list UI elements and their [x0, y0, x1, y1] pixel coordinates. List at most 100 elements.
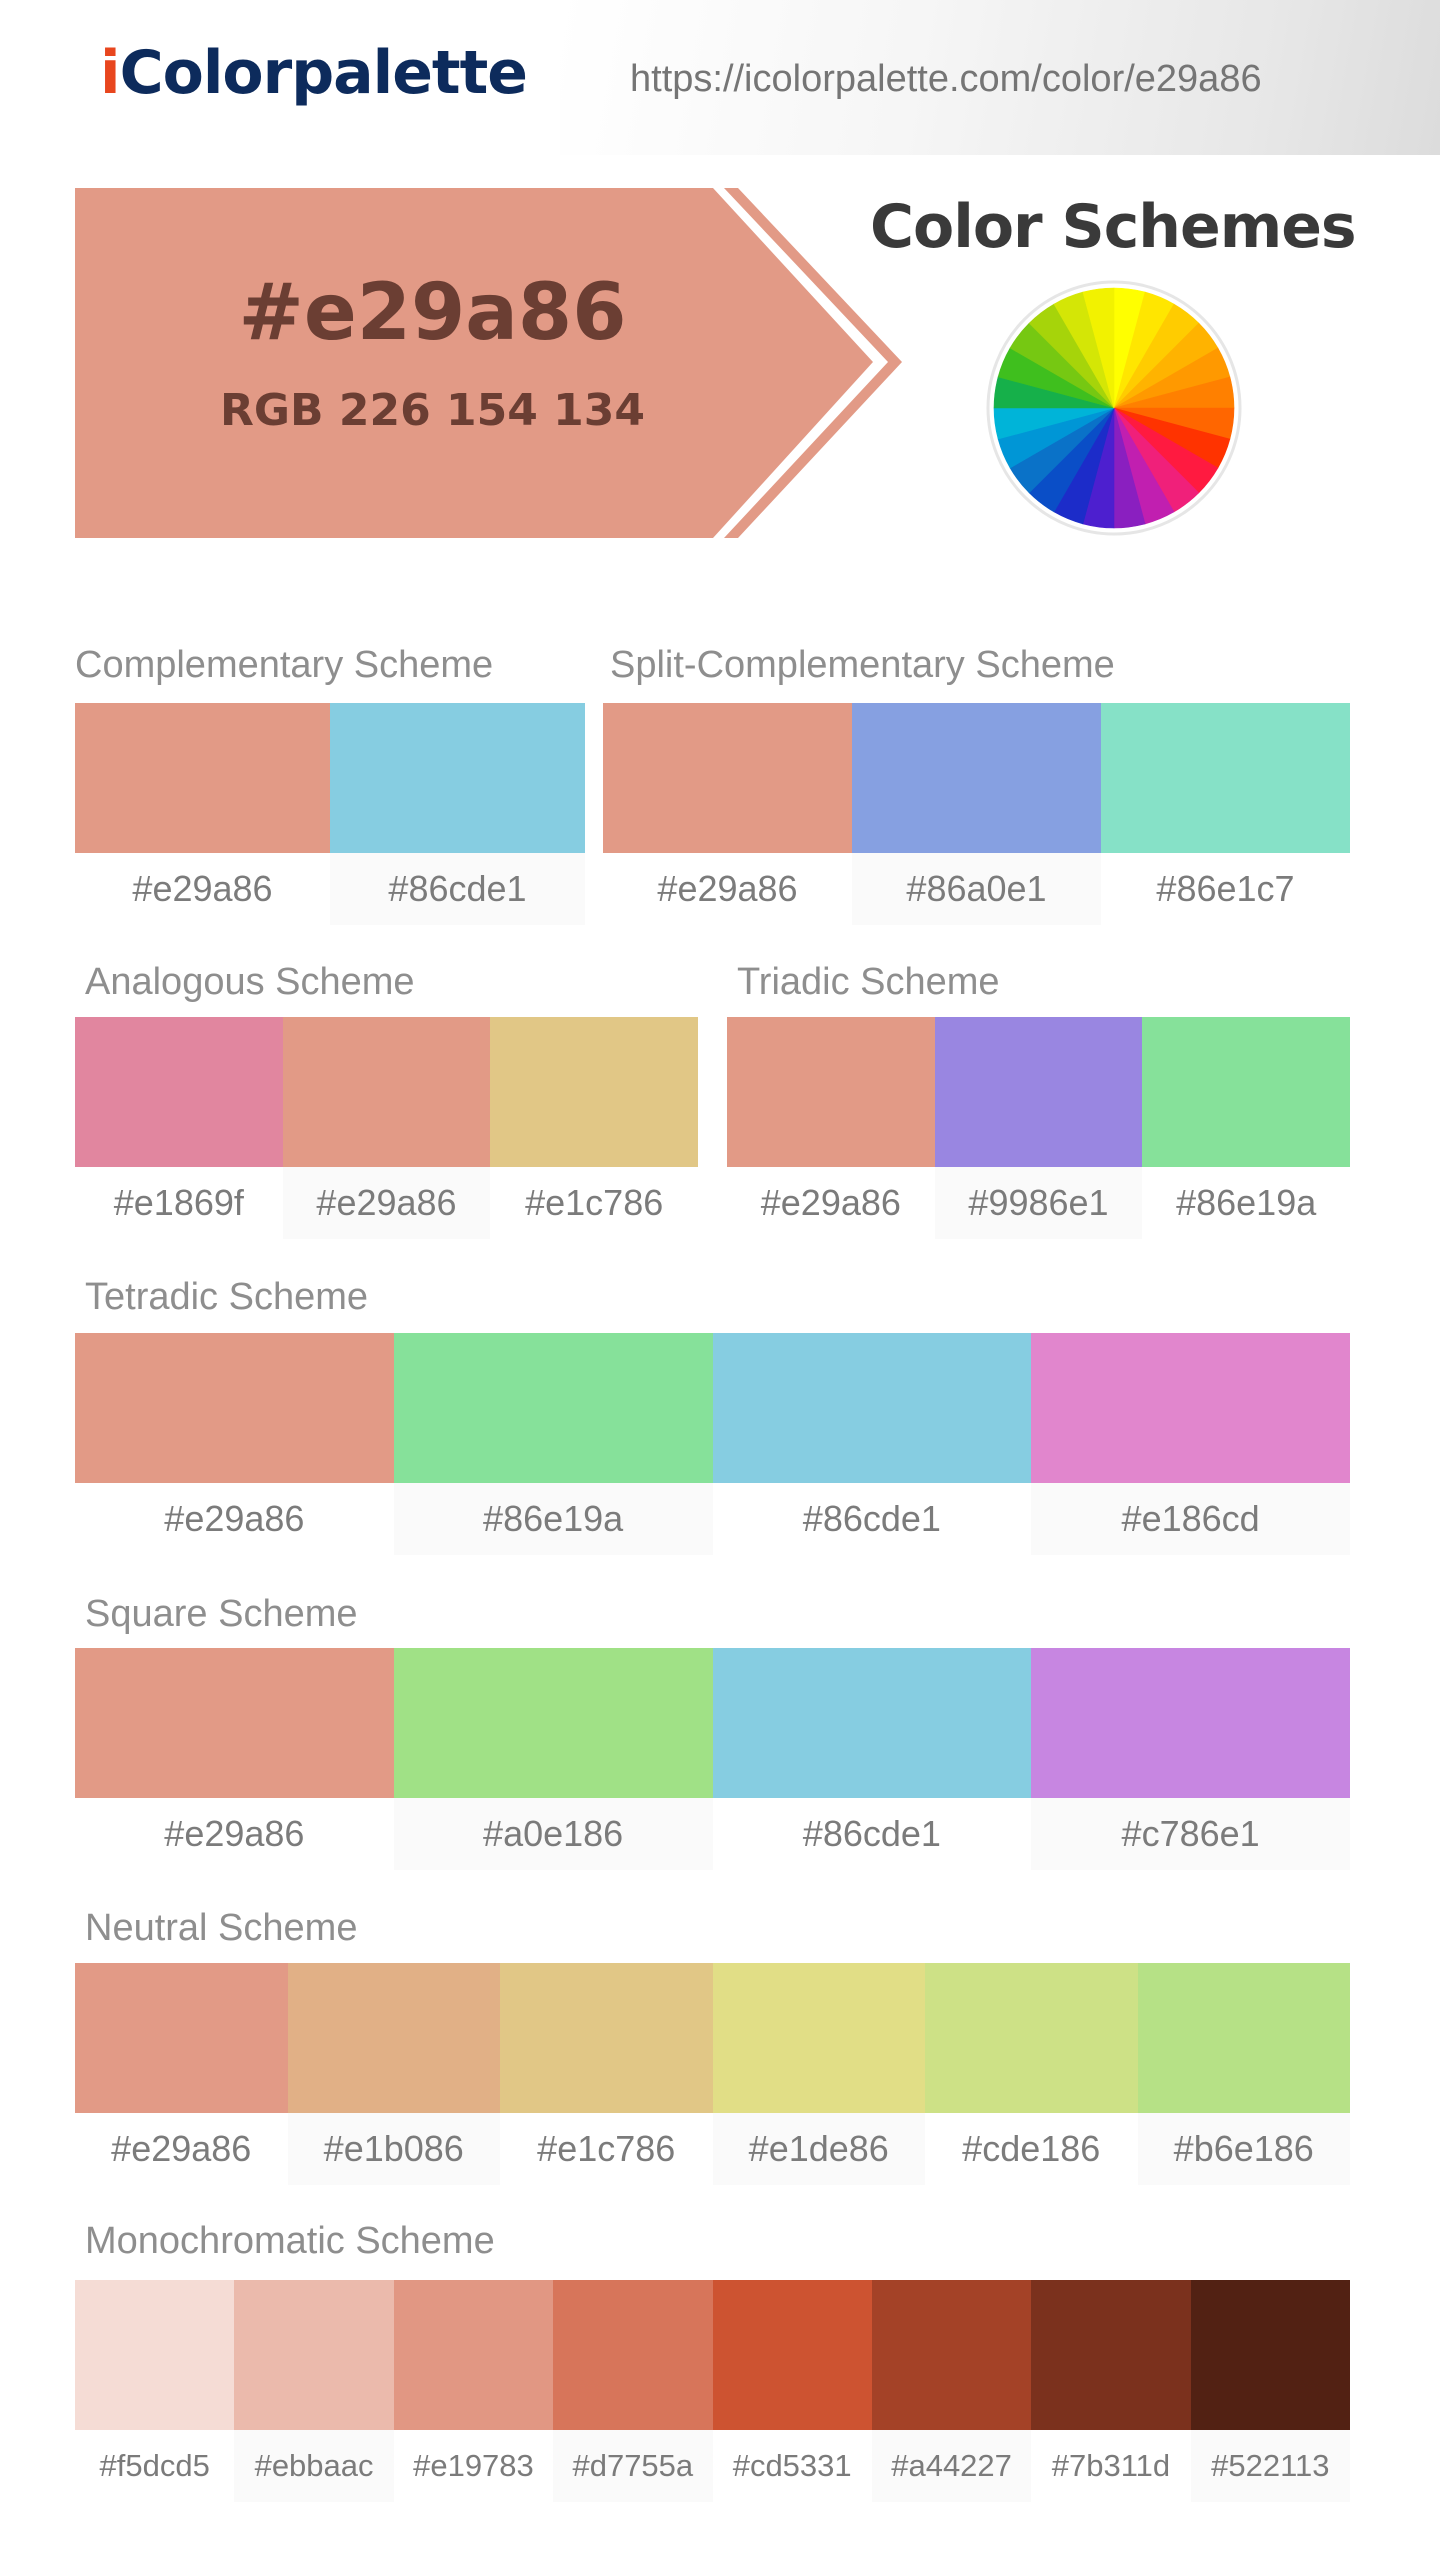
monochromatic-scheme-title: Monochromatic Scheme [85, 2220, 495, 2262]
color-hex-label: #e1de86 [712, 2113, 925, 2185]
color-swatch-cell[interactable]: #a0e186 [393, 1648, 713, 1870]
color-hex-label: #86e1c7 [1156, 868, 1295, 909]
color-swatch-cell[interactable]: #86e19a [393, 1333, 713, 1555]
color-swatch[interactable] [553, 2280, 713, 2430]
analogous-scheme: #e1869f #e29a86 #e1c786 [75, 1017, 699, 1239]
color-swatch[interactable] [603, 703, 852, 853]
color-swatch-cell[interactable]: #e29a86 [75, 1648, 394, 1870]
site-logo[interactable]: iColorpalette [100, 38, 528, 108]
color-swatch[interactable] [287, 1963, 500, 2113]
color-swatch[interactable] [75, 1333, 394, 1483]
color-swatch[interactable] [393, 2280, 554, 2430]
split-complementary-scheme: #e29a86 #86a0e1 #86e1c7 [603, 703, 1350, 925]
color-swatch-cell[interactable]: #e29a86 [727, 1017, 935, 1239]
color-swatch[interactable] [234, 2280, 394, 2430]
color-swatch-cell[interactable]: #86e1c7 [1101, 703, 1350, 925]
color-swatch-cell[interactable]: #522113 [1190, 2280, 1350, 2502]
color-hex-label: #86e19a [1176, 1182, 1317, 1223]
color-swatch-cell[interactable]: #86cde1 [712, 1648, 1032, 1870]
color-swatch[interactable] [1190, 2280, 1350, 2430]
color-wheel-icon [986, 280, 1242, 536]
color-hex-label: #b6e186 [1137, 2113, 1350, 2185]
color-hex-label: #522113 [1190, 2430, 1350, 2502]
color-swatch[interactable] [75, 1017, 283, 1167]
color-swatch[interactable] [1031, 1333, 1350, 1483]
color-swatch[interactable] [282, 1017, 491, 1167]
color-swatch[interactable] [712, 1963, 925, 2113]
color-swatch-cell[interactable]: #ebbaac [234, 2280, 394, 2502]
color-swatch-cell[interactable]: #e29a86 [75, 703, 330, 925]
color-swatch-cell[interactable]: #e1869f [75, 1017, 283, 1239]
color-swatch-cell[interactable]: #e29a86 [603, 703, 852, 925]
color-schemes-title: Color Schemes [870, 192, 1357, 262]
color-swatch[interactable] [75, 1648, 394, 1798]
color-swatch[interactable] [490, 1017, 699, 1167]
color-swatch-cell[interactable]: #e186cd [1031, 1333, 1350, 1555]
hero-color-block [75, 188, 873, 538]
tetradic-scheme-title: Tetradic Scheme [85, 1276, 369, 1318]
color-hex-label: #86cde1 [802, 1498, 941, 1539]
color-swatch-cell[interactable]: #e29a86 [282, 1017, 491, 1239]
color-swatch-cell[interactable]: #e1c786 [490, 1017, 699, 1239]
square-scheme-title: Square Scheme [85, 1593, 358, 1635]
color-swatch-cell[interactable]: #a44227 [871, 2280, 1032, 2502]
color-swatch[interactable] [393, 1648, 713, 1798]
color-swatch[interactable] [393, 1333, 713, 1483]
color-swatch-cell[interactable]: #f5dcd5 [75, 2280, 235, 2502]
logo-text: Colorpalette [119, 38, 528, 108]
color-swatch[interactable] [1101, 703, 1350, 853]
split-complementary-scheme-title: Split-Complementary Scheme [610, 644, 1115, 686]
color-hex-label: #ebbaac [234, 2430, 394, 2502]
color-swatch-cell[interactable]: #86a0e1 [852, 703, 1101, 925]
tetradic-scheme: #e29a86 #86e19a #86cde1 #e186cd [75, 1333, 1350, 1555]
color-swatch[interactable] [1031, 1648, 1350, 1798]
color-swatch-cell[interactable]: #7b311d [1031, 2280, 1191, 2502]
color-swatch-cell[interactable]: #cd5331 [712, 2280, 872, 2502]
color-swatch[interactable] [852, 703, 1101, 853]
color-swatch-cell[interactable]: #9986e1 [934, 1017, 1143, 1239]
color-hex-label: #c786e1 [1031, 1798, 1350, 1870]
color-hex-label: #9986e1 [934, 1167, 1143, 1239]
color-swatch[interactable] [934, 1017, 1143, 1167]
color-hex-label: #cde186 [962, 2128, 1101, 2169]
color-swatch-cell[interactable]: #e1c786 [500, 1963, 713, 2185]
color-hex-label: #e29a86 [282, 1167, 491, 1239]
header-background [560, 0, 1440, 155]
color-hex-label: #e1b086 [287, 2113, 500, 2185]
color-swatch[interactable] [500, 1963, 713, 2113]
color-swatch-cell[interactable]: #e1b086 [287, 1963, 500, 2185]
color-swatch[interactable] [330, 703, 585, 853]
color-hex-label: #e186cd [1031, 1483, 1350, 1555]
color-swatch-cell[interactable]: #b6e186 [1137, 1963, 1350, 2185]
color-swatch[interactable] [712, 1648, 1032, 1798]
color-hex-label: #f5dcd5 [99, 2448, 210, 2483]
color-hex-label: #86cde1 [330, 853, 585, 925]
color-swatch-cell[interactable]: #86cde1 [712, 1333, 1032, 1555]
neutral-scheme-title: Neutral Scheme [85, 1907, 358, 1949]
color-swatch[interactable] [1137, 1963, 1350, 2113]
color-hex-label: #e29a86 [111, 2128, 252, 2169]
color-swatch[interactable] [727, 1017, 935, 1167]
color-swatch[interactable] [1031, 2280, 1191, 2430]
color-swatch-cell[interactable]: #86e19a [1142, 1017, 1351, 1239]
color-swatch[interactable] [871, 2280, 1032, 2430]
color-swatch[interactable] [1142, 1017, 1351, 1167]
color-swatch[interactable] [75, 2280, 235, 2430]
color-swatch-cell[interactable]: #86cde1 [330, 703, 585, 925]
color-swatch-cell[interactable]: #d7755a [553, 2280, 713, 2502]
color-swatch-cell[interactable]: #e29a86 [75, 1963, 288, 2185]
color-swatch-cell[interactable]: #c786e1 [1031, 1648, 1350, 1870]
color-hex-label: #7b311d [1051, 2448, 1171, 2483]
color-swatch[interactable] [712, 1333, 1032, 1483]
color-swatch-cell[interactable]: #e1de86 [712, 1963, 925, 2185]
color-swatch-cell[interactable]: #e29a86 [75, 1333, 394, 1555]
color-swatch[interactable] [75, 1963, 288, 2113]
color-swatch-cell[interactable]: #e19783 [393, 2280, 554, 2502]
color-swatch[interactable] [75, 703, 330, 853]
color-hex-label: #e29a86 [657, 868, 798, 909]
color-hex-label: #cd5331 [732, 2448, 852, 2483]
logo-letter-i: i [100, 38, 121, 108]
color-swatch-cell[interactable]: #cde186 [925, 1963, 1138, 2185]
color-swatch[interactable] [712, 2280, 872, 2430]
color-swatch[interactable] [925, 1963, 1138, 2113]
